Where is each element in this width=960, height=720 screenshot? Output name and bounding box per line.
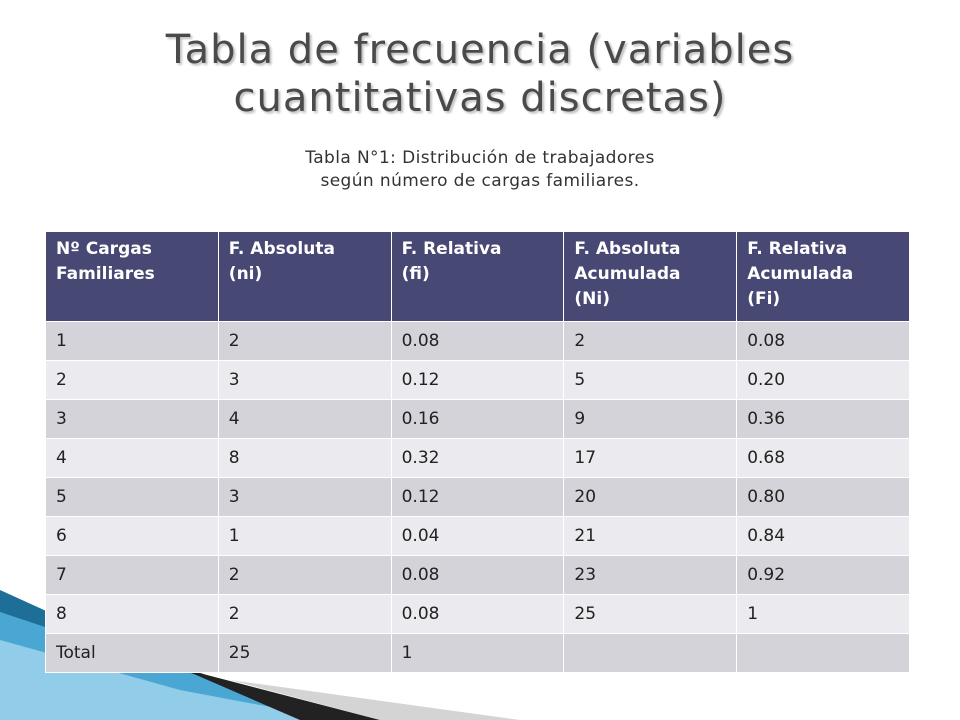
table-cell: 25 bbox=[563, 594, 738, 634]
caption-line-1: Tabla N°1: Distribución de trabajadores bbox=[305, 148, 655, 168]
table-cell: 1 bbox=[390, 633, 565, 673]
table-cell: 4 bbox=[45, 438, 219, 478]
column-header-line: Nº Cargas bbox=[56, 239, 152, 259]
table-cell: 3 bbox=[217, 477, 392, 517]
table-cell: 0.08 bbox=[390, 555, 565, 595]
table-cell: 9 bbox=[563, 399, 738, 439]
table-cell: 2 bbox=[217, 594, 392, 634]
table-cell: 0.12 bbox=[390, 360, 565, 400]
table-cell: 0.32 bbox=[390, 438, 565, 478]
table-cell bbox=[563, 633, 738, 673]
column-header: F. Relativa Acumulada (Fi) bbox=[736, 231, 910, 322]
table-cell: 0.08 bbox=[736, 321, 910, 361]
table-cell: 7 bbox=[45, 555, 219, 595]
table-cell: 8 bbox=[45, 594, 219, 634]
table-row: 2 3 0.12 5 0.20 bbox=[45, 360, 910, 400]
table-cell: Total bbox=[45, 633, 219, 673]
table-cell: 0.08 bbox=[390, 321, 565, 361]
table-cell: 3 bbox=[45, 399, 219, 439]
column-header-line: (ni) bbox=[228, 264, 263, 284]
table-cell: 0.36 bbox=[736, 399, 910, 439]
table-cell: 0.08 bbox=[390, 594, 565, 634]
table-cell: 5 bbox=[563, 360, 738, 400]
column-header-line: Familiares bbox=[56, 264, 155, 284]
table-cell: 20 bbox=[563, 477, 738, 517]
table-row: 3 4 0.16 9 0.36 bbox=[45, 399, 910, 439]
table-cell bbox=[736, 633, 910, 673]
table-cell: 25 bbox=[217, 633, 392, 673]
table-cell: 1 bbox=[45, 321, 219, 361]
table-cell: 17 bbox=[563, 438, 738, 478]
table-row: 5 3 0.12 20 0.80 bbox=[45, 477, 910, 517]
table-cell: 0.92 bbox=[736, 555, 910, 595]
table-cell: 2 bbox=[217, 321, 392, 361]
column-header-line: F. Relativa bbox=[747, 239, 848, 259]
table-cell: 23 bbox=[563, 555, 738, 595]
table-cell: 1 bbox=[217, 516, 392, 556]
table-row: 1 2 0.08 2 0.08 bbox=[45, 321, 910, 361]
table-row: Total 25 1 bbox=[45, 633, 910, 673]
table-cell: 2 bbox=[563, 321, 738, 361]
table-cell: 1 bbox=[736, 594, 910, 634]
column-header-line: F. Absoluta bbox=[228, 239, 335, 259]
table-cell: 2 bbox=[45, 360, 219, 400]
table-cell: 0.12 bbox=[390, 477, 565, 517]
table-row: 4 8 0.32 17 0.68 bbox=[45, 438, 910, 478]
table-cell: 4 bbox=[217, 399, 392, 439]
table-cell: 0.84 bbox=[736, 516, 910, 556]
table-cell: 0.04 bbox=[390, 516, 565, 556]
frequency-table: Nº Cargas Familiares F. Absoluta (ni) F. Rel… bbox=[45, 231, 910, 673]
caption-line-2: según número de cargas familiares. bbox=[320, 171, 640, 191]
column-header-line: Acumulada bbox=[574, 264, 681, 284]
column-header-line: Acumulada bbox=[747, 264, 854, 284]
table-cell: 2 bbox=[217, 555, 392, 595]
table-row: 6 1 0.04 21 0.84 bbox=[45, 516, 910, 556]
column-header-line: (fi) bbox=[401, 264, 430, 284]
column-header: F. Absoluta Acumulada (Ni) bbox=[563, 231, 738, 322]
table-row: 7 2 0.08 23 0.92 bbox=[45, 555, 910, 595]
table-cell: 0.80 bbox=[736, 477, 910, 517]
column-header: F. Relativa (fi) bbox=[390, 231, 565, 322]
table-cell: 0.68 bbox=[736, 438, 910, 478]
table-cell: 3 bbox=[217, 360, 392, 400]
table-row: 8 2 0.08 25 1 bbox=[45, 594, 910, 634]
column-header-line: F. Relativa bbox=[401, 239, 502, 259]
column-header: F. Absoluta (ni) bbox=[217, 231, 392, 322]
table-cell: 21 bbox=[563, 516, 738, 556]
column-header-line: (Ni) bbox=[574, 289, 610, 309]
table-cell: 6 bbox=[45, 516, 219, 556]
table-cell: 8 bbox=[217, 438, 392, 478]
table-header-row: Nº Cargas Familiares F. Absoluta (ni) F. Rel… bbox=[45, 231, 910, 322]
table-caption: Tabla N°1: Distribución de trabajadores … bbox=[200, 147, 760, 193]
table-body: 1 2 0.08 2 0.08 2 3 0.12 5 0.20 3 4 0.16 9 0.36 4 8 0.32 1… bbox=[45, 321, 910, 673]
column-header: Nº Cargas Familiares bbox=[45, 231, 219, 322]
table-cell: 5 bbox=[45, 477, 219, 517]
slide-title: Tabla de frecuencia (variables cuantitat… bbox=[165, 27, 795, 121]
table-cell: 0.20 bbox=[736, 360, 910, 400]
table-cell: 0.16 bbox=[390, 399, 565, 439]
column-header-line: (Fi) bbox=[747, 289, 781, 309]
column-header-line: F. Absoluta bbox=[574, 239, 681, 259]
